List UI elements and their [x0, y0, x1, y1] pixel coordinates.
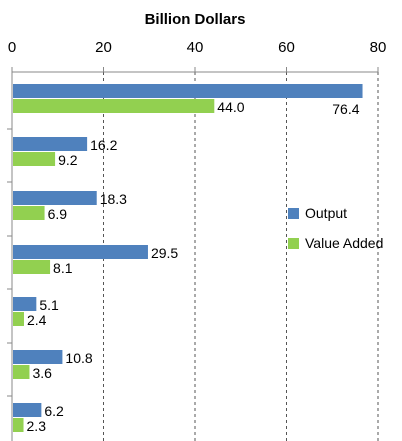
x-tick-label: 0: [8, 39, 16, 56]
data-label-value-added: 8.1: [53, 260, 73, 276]
data-label-output: 16.2: [90, 137, 117, 153]
data-label-output: 29.5: [151, 245, 178, 261]
bar-value-added: [13, 99, 215, 113]
bar-value-added: [13, 365, 30, 379]
bars: [13, 84, 363, 432]
x-axis-title: Billion Dollars: [145, 11, 246, 28]
legend-label: Value Added: [305, 235, 383, 251]
bar-output: [13, 297, 37, 311]
data-label-value-added: 9.2: [58, 152, 78, 168]
data-label-output: 76.4: [332, 101, 359, 117]
bar-value-added: [13, 260, 51, 274]
bar-value-added: [13, 312, 24, 326]
data-label-value-added: 2.4: [27, 312, 47, 328]
data-labels: 76.4 44.0 16.2 9.2 18.3 6.9 29.5 8.1 5.12.4 10.8 3…: [27, 99, 360, 434]
bar-output: [13, 137, 88, 151]
grid: [7, 67, 379, 441]
bar-value-added: [13, 206, 45, 220]
bar-output: [13, 191, 97, 205]
data-label-output: 10.8: [65, 350, 92, 366]
data-label-value-added: 3.6: [32, 365, 52, 381]
data-label-output: 18.3: [100, 191, 127, 207]
bar-output: [13, 245, 148, 259]
x-tick-label: 60: [278, 39, 295, 56]
bar-value-added: [13, 418, 24, 432]
bar-output: [13, 403, 42, 417]
bar-output: [13, 350, 63, 364]
data-label-value-added: 44.0: [217, 99, 244, 115]
x-tick-label: 80: [370, 39, 387, 56]
x-tick-label: 40: [187, 39, 204, 56]
x-tick-label: 20: [95, 39, 112, 56]
bar-value-added: [13, 152, 56, 166]
data-label-value-added: 6.9: [48, 206, 68, 222]
data-label-output: 5.1: [39, 297, 59, 313]
bar-output: [13, 84, 363, 98]
legend-swatch: [288, 208, 299, 219]
data-label-value-added: 2.3: [27, 418, 47, 434]
x-axis-ticks: 0 20 40 60 80: [8, 39, 387, 56]
data-label-output: 6.2: [44, 403, 64, 419]
legend-swatch: [288, 238, 299, 249]
legend: Output Value Added: [288, 205, 383, 251]
legend-label: Output: [305, 205, 347, 221]
